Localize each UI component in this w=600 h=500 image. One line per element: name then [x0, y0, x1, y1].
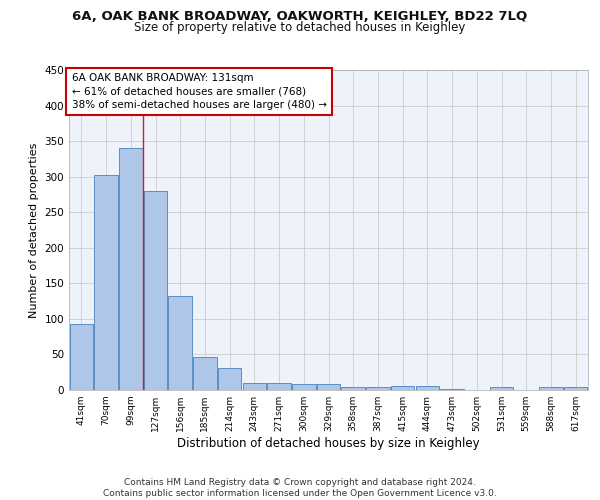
- Bar: [490, 387, 513, 390]
- Bar: [539, 387, 563, 390]
- Bar: [268, 383, 291, 390]
- Bar: [144, 191, 167, 390]
- Bar: [366, 387, 389, 390]
- Bar: [416, 386, 439, 390]
- Bar: [292, 384, 316, 390]
- Bar: [242, 383, 266, 390]
- Bar: [119, 148, 143, 390]
- Text: Size of property relative to detached houses in Keighley: Size of property relative to detached ho…: [134, 22, 466, 35]
- Bar: [94, 175, 118, 390]
- Bar: [70, 324, 93, 390]
- Text: 6A, OAK BANK BROADWAY, OAKWORTH, KEIGHLEY, BD22 7LQ: 6A, OAK BANK BROADWAY, OAKWORTH, KEIGHLE…: [73, 10, 527, 23]
- X-axis label: Distribution of detached houses by size in Keighley: Distribution of detached houses by size …: [177, 437, 480, 450]
- Bar: [218, 368, 241, 390]
- Bar: [317, 384, 340, 390]
- Y-axis label: Number of detached properties: Number of detached properties: [29, 142, 39, 318]
- Text: Contains HM Land Registry data © Crown copyright and database right 2024.
Contai: Contains HM Land Registry data © Crown c…: [103, 478, 497, 498]
- Bar: [341, 387, 365, 390]
- Bar: [169, 296, 192, 390]
- Bar: [391, 386, 415, 390]
- Text: 6A OAK BANK BROADWAY: 131sqm
← 61% of detached houses are smaller (768)
38% of s: 6A OAK BANK BROADWAY: 131sqm ← 61% of de…: [71, 73, 326, 110]
- Bar: [193, 356, 217, 390]
- Bar: [564, 387, 587, 390]
